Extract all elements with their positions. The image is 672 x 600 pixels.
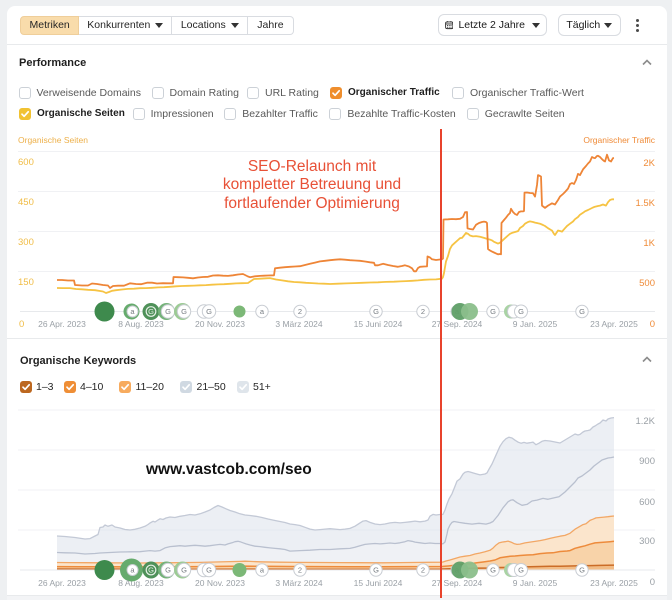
svg-text:2: 2 — [298, 566, 302, 575]
svg-text:G: G — [181, 566, 187, 575]
svg-text:2: 2 — [421, 307, 425, 316]
svg-text:G: G — [579, 566, 585, 575]
svg-text:G: G — [579, 307, 585, 316]
svg-text:G: G — [373, 566, 379, 575]
svg-text:a: a — [130, 566, 135, 575]
svg-text:a: a — [260, 566, 265, 575]
svg-text:2: 2 — [298, 307, 302, 316]
svg-text:a: a — [260, 307, 265, 316]
svg-text:G: G — [206, 307, 212, 316]
svg-text:G: G — [490, 566, 496, 575]
svg-text:a: a — [130, 307, 135, 316]
svg-text:G: G — [165, 307, 171, 316]
svg-text:G: G — [518, 307, 524, 316]
svg-text:2: 2 — [421, 566, 425, 575]
svg-text:G: G — [206, 566, 212, 575]
svg-text:G: G — [165, 566, 171, 575]
svg-text:G: G — [148, 566, 154, 575]
svg-text:G: G — [148, 307, 154, 316]
svg-text:G: G — [373, 307, 379, 316]
svg-text:G: G — [181, 307, 187, 316]
svg-text:G: G — [490, 307, 496, 316]
svg-text:G: G — [518, 566, 524, 575]
